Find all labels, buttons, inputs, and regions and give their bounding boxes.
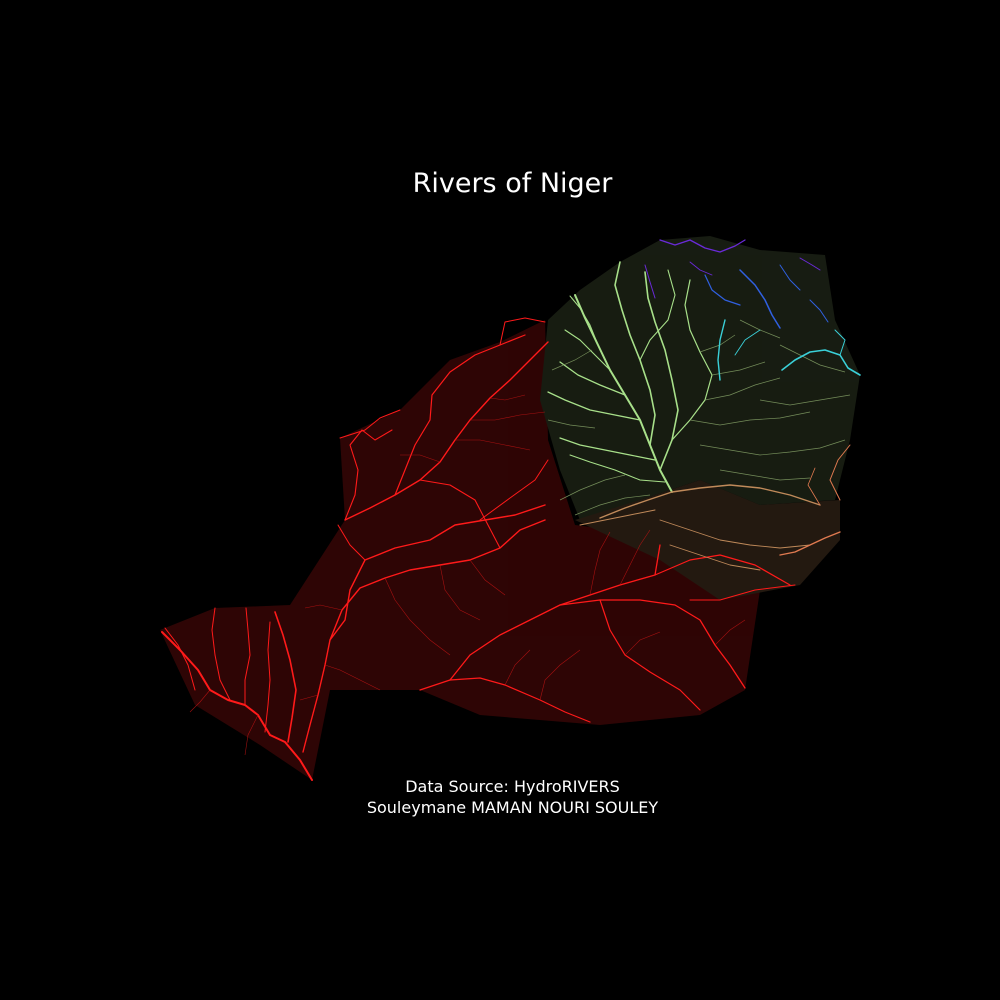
river-segment (384, 577, 451, 656)
river-segment (659, 519, 811, 549)
map-title: Rivers of Niger (412, 168, 613, 199)
river-segment (614, 261, 656, 446)
river-segment (711, 361, 766, 376)
river-segment (439, 564, 481, 621)
river-segment (329, 504, 546, 641)
river-segment (400, 454, 441, 463)
river-segment (574, 494, 651, 516)
east-rivers (779, 444, 851, 556)
river-segment (624, 631, 661, 656)
river-segment (302, 519, 546, 753)
river-segment (714, 619, 746, 646)
north-blue-rivers (704, 264, 829, 329)
river-segment (654, 554, 791, 586)
central-minor-tributaries (547, 319, 851, 516)
river-segment (644, 264, 656, 299)
river-segment (699, 439, 846, 456)
southeast-basin-texture (575, 480, 840, 600)
river-segment (659, 239, 746, 253)
author-credit: Souleymane MAMAN NOURI SOULEY (366, 798, 659, 817)
river-segment (539, 649, 581, 701)
river-segment (599, 484, 821, 519)
river-segment (244, 607, 251, 706)
northeast-rivers (717, 319, 861, 381)
river-segment (455, 439, 531, 451)
river-segment (619, 529, 651, 586)
river-segment (689, 261, 713, 276)
river-segment (504, 649, 531, 686)
river-segment (547, 391, 641, 421)
river-segment (739, 269, 781, 329)
west-basin-texture (160, 320, 760, 780)
river-segment (779, 264, 801, 291)
river-segment (829, 444, 851, 501)
river-segment (324, 664, 381, 691)
river-segment (781, 349, 861, 376)
river-segment (779, 531, 841, 556)
basin-texture (160, 236, 860, 780)
central-basin-rivers (547, 261, 713, 493)
river-segment (717, 319, 726, 381)
river-segment (469, 559, 506, 596)
river-segment (489, 394, 526, 401)
river-segment (189, 689, 211, 713)
river-segment (589, 531, 611, 596)
river-segment (569, 454, 666, 483)
river-segment (779, 344, 846, 373)
river-segment (499, 317, 546, 346)
river-segment (559, 361, 626, 396)
river-segment (344, 429, 393, 521)
river-segment (809, 299, 829, 323)
river-segment (644, 271, 679, 471)
river-segment (704, 274, 741, 306)
river-segment (599, 599, 701, 711)
river-segment (689, 411, 811, 426)
river-segment (704, 377, 781, 401)
river-segment (669, 544, 761, 571)
river-segment (834, 329, 846, 356)
river-segment (211, 607, 231, 701)
river-segment (564, 329, 611, 371)
river-segment (689, 584, 796, 601)
data-source-credit: Data Source: HydroRIVERS (405, 777, 620, 796)
map-credits: Data Source: HydroRIVERS Souleymane MAMA… (0, 776, 1000, 818)
river-segment (759, 394, 851, 406)
river-segment (551, 349, 593, 371)
river-segment (639, 269, 676, 361)
river-segment (719, 469, 811, 481)
river-segment (671, 279, 713, 441)
river-segment (244, 714, 259, 756)
river-segment (264, 621, 271, 733)
river-segment (337, 524, 366, 561)
river-segment (164, 627, 196, 691)
river-segment (479, 459, 549, 521)
south-central-rivers (579, 484, 821, 571)
river-segment (274, 611, 297, 743)
river-segment (559, 437, 656, 461)
north-purple-rivers (644, 239, 821, 299)
river-segment (304, 604, 343, 611)
river-segment (569, 295, 599, 346)
river-segment (339, 409, 401, 439)
river-segment (807, 467, 821, 506)
river-segment (547, 419, 596, 429)
river-segment (470, 411, 546, 421)
river-segment (299, 694, 319, 701)
river-segment (559, 474, 626, 501)
river-segment (734, 329, 761, 356)
river-segment (799, 257, 821, 271)
river-segment (419, 479, 501, 549)
river-segment (559, 599, 746, 689)
central-basin-texture (540, 236, 860, 520)
river-segment (394, 334, 526, 496)
west-minor-tributaries (189, 394, 746, 756)
river-segment (579, 509, 656, 526)
